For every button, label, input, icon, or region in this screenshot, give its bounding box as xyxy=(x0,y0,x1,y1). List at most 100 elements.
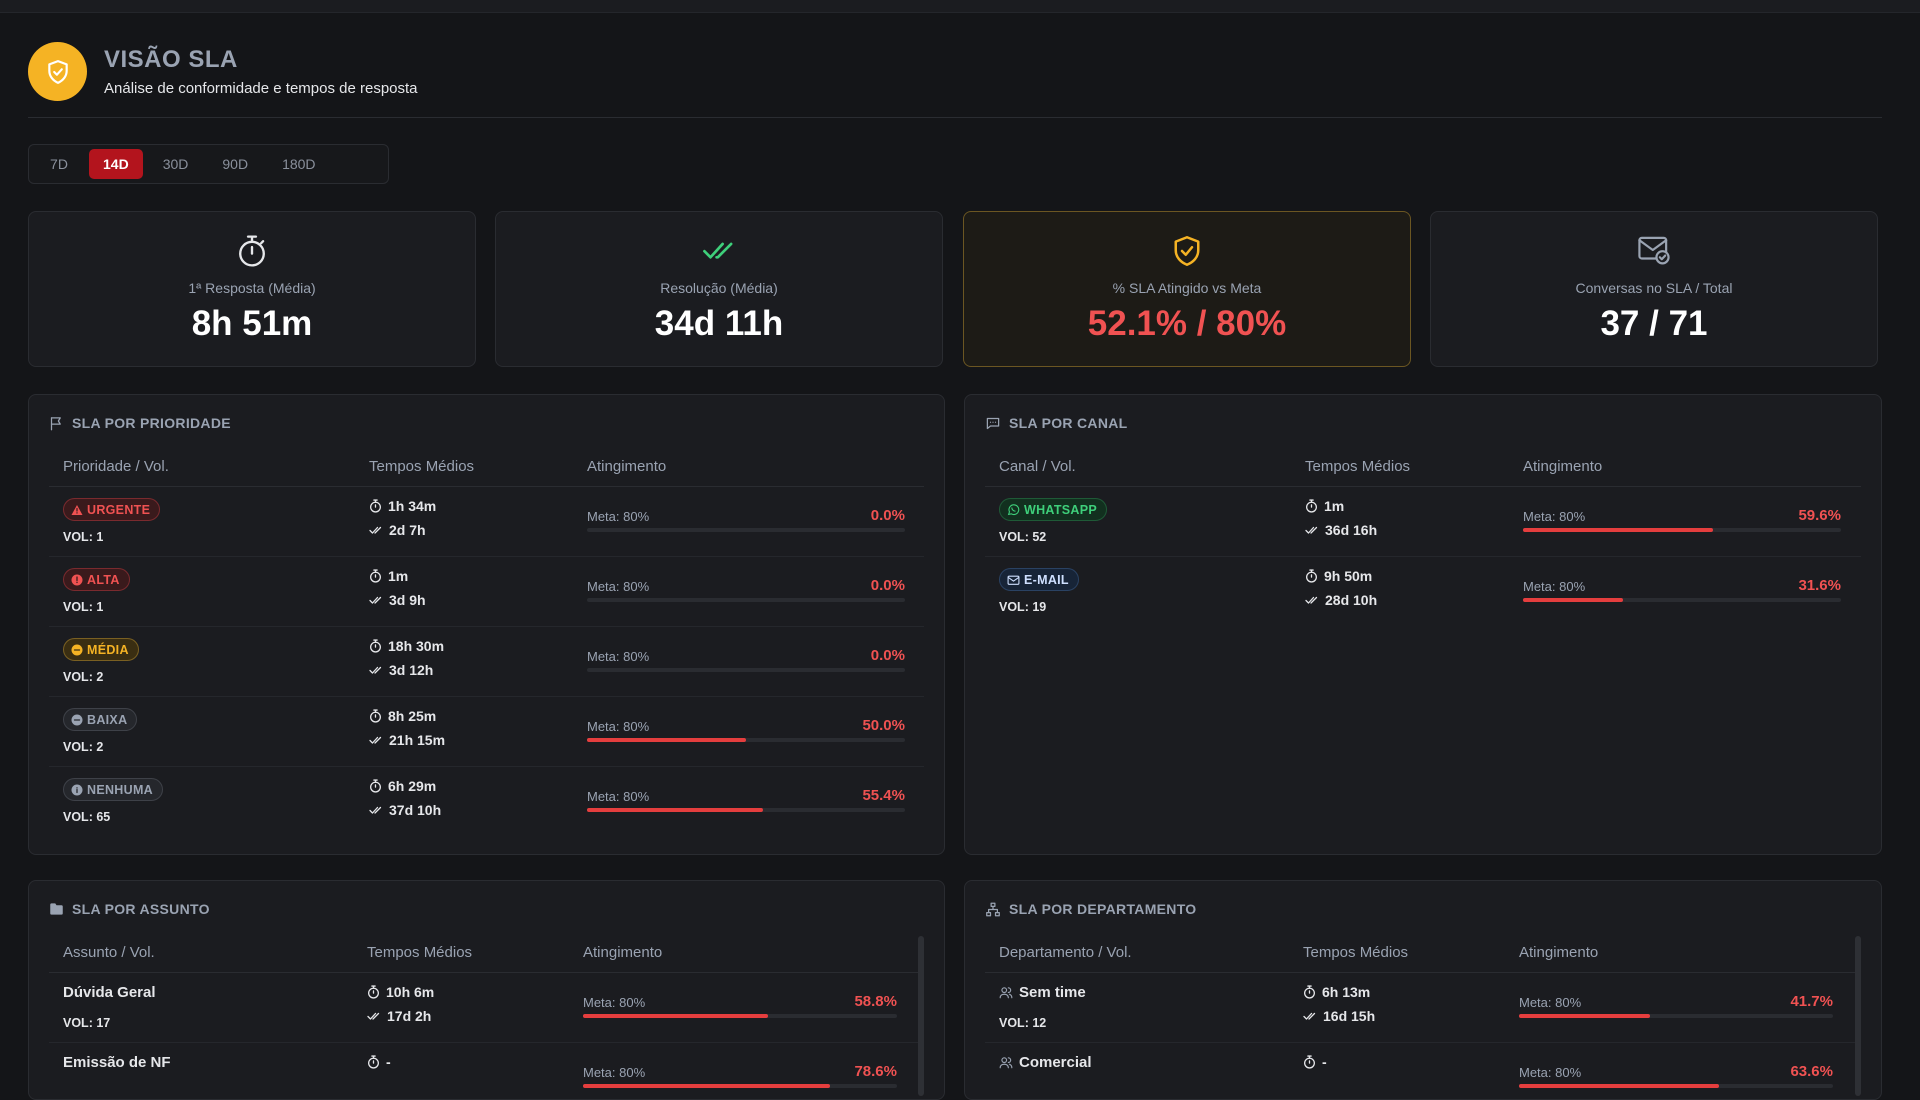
minus-circle-icon xyxy=(71,714,83,726)
sla-percent: 31.6% xyxy=(1798,577,1841,594)
table-row: Dúvida Geral VOL: 17 10h 6m 17d 2h Meta: 80%… xyxy=(49,972,924,1043)
progress-fill xyxy=(587,808,764,812)
table-row: Sem time VOL: 12 6h 13m 16d 15h Meta: 80% 41.… xyxy=(985,972,1861,1043)
resolution-time: 21h 15m xyxy=(369,732,445,748)
table-row: Emissão de NF - Meta: 80% 78.6% xyxy=(49,1042,924,1099)
scrollbar[interactable] xyxy=(1855,936,1861,1096)
volume-label: VOL: 1 xyxy=(63,530,104,544)
period-14d-button[interactable]: 14D xyxy=(89,149,143,179)
progress-bar xyxy=(1519,1014,1833,1018)
meta-label: Meta: 80% xyxy=(587,719,650,734)
table-row: ALTA VOL: 1 1m 3d 9h Meta: 80% 0.0% xyxy=(49,556,924,627)
kpi-label: % SLA Atingido vs Meta xyxy=(1112,280,1262,296)
first-response-time: 1m xyxy=(369,568,408,584)
progress-fill xyxy=(1519,1014,1650,1018)
volume-label: VOL: 52 xyxy=(999,530,1047,544)
sla-percent: 0.0% xyxy=(870,647,905,664)
first-response-time: 6h 29m xyxy=(369,778,436,794)
resolution-time: 28d 10h xyxy=(1305,592,1377,608)
shield-check-icon xyxy=(47,59,68,84)
progress-fill xyxy=(1523,598,1624,602)
resolution-time: 3d 12h xyxy=(369,662,433,678)
double-check-icon xyxy=(1305,526,1318,534)
sla-logo xyxy=(28,42,87,101)
scrollbar[interactable] xyxy=(918,936,924,1096)
panel-title: SLA POR PRIORIDADE xyxy=(49,415,231,431)
period-30d-button[interactable]: 30D xyxy=(162,156,189,172)
stopwatch-icon xyxy=(1304,985,1315,999)
double-check-icon xyxy=(703,242,733,259)
period-180d-button[interactable]: 180D xyxy=(282,156,316,172)
kpi-label: Conversas no SLA / Total xyxy=(1575,280,1733,296)
stopwatch-icon xyxy=(1304,1055,1315,1069)
progress-bar xyxy=(587,528,905,532)
sla-percent: 78.6% xyxy=(854,1063,897,1080)
volume-label: VOL: 1 xyxy=(63,600,104,614)
stopwatch-icon xyxy=(1306,569,1317,583)
table-header: Canal / Vol. Tempos Médios Atingimento xyxy=(985,448,1861,487)
shield-check-icon xyxy=(1174,236,1200,266)
badge-alta: ALTA xyxy=(63,568,130,591)
stopwatch-icon xyxy=(368,1055,379,1069)
period-7d-button[interactable]: 7D xyxy=(50,156,68,172)
progress-bar xyxy=(587,738,905,742)
progress-fill xyxy=(583,1084,830,1088)
table-row: WHATSAPP VOL: 52 1m 36d 16h Meta: 80% 59.6% xyxy=(985,486,1861,557)
stopwatch-icon xyxy=(1306,499,1317,513)
stopwatch-icon xyxy=(370,499,381,513)
progress-fill xyxy=(1523,528,1713,532)
sla-percent: 58.8% xyxy=(854,993,897,1010)
progress-fill xyxy=(583,1014,768,1018)
panel-sla-subject: SLA POR ASSUNTO Assunto / Vol. Tempos Mé… xyxy=(28,880,945,1100)
stopwatch-icon xyxy=(239,235,265,267)
table-row: BAIXA VOL: 2 8h 25m 21h 15m Meta: 80% 50.0% xyxy=(49,696,924,767)
volume-label: VOL: 65 xyxy=(63,810,111,824)
top-bar xyxy=(0,0,1920,13)
first-response-time: 1h 34m xyxy=(369,498,436,514)
meta-label: Meta: 80% xyxy=(1519,1065,1582,1080)
page-subtitle: Análise de conformidade e tempos de resp… xyxy=(104,80,418,97)
badge-e-mail: E-MAIL xyxy=(999,568,1079,591)
kpi-value: 8h 51m xyxy=(191,304,313,343)
double-check-icon xyxy=(367,1012,380,1020)
meta-label: Meta: 80% xyxy=(587,649,650,664)
period-90d-button[interactable]: 90D xyxy=(222,156,249,172)
first-response-time: 9h 50m xyxy=(1305,568,1372,584)
stopwatch-icon xyxy=(370,569,381,583)
table-row: MÉDIA VOL: 2 18h 30m 3d 12h Meta: 80% 0.0% xyxy=(49,626,924,697)
users-icon xyxy=(999,1057,1013,1069)
sla-percent: 63.6% xyxy=(1790,1063,1833,1080)
row-name: Comercial xyxy=(999,1054,1092,1071)
progress-fill xyxy=(1519,1084,1719,1088)
stopwatch-icon xyxy=(370,779,381,793)
progress-bar xyxy=(587,668,905,672)
double-check-icon xyxy=(369,596,382,604)
double-check-icon xyxy=(1305,596,1318,604)
panel-sla-channel: SLA POR CANAL Canal / Vol. Tempos Médios… xyxy=(964,394,1882,855)
first-response-time: 6h 13m xyxy=(1303,984,1370,1000)
panel-sla-priority: SLA POR PRIORIDADE Prioridade / Vol. Tem… xyxy=(28,394,945,855)
table-row: E-MAIL VOL: 19 9h 50m 28d 10h Meta: 80% 31.6% xyxy=(985,556,1861,626)
info-circle-icon xyxy=(71,784,83,796)
row-name: Dúvida Geral xyxy=(63,984,156,1001)
sla-percent: 59.6% xyxy=(1798,507,1841,524)
kpi-value: 34d 11h xyxy=(654,304,784,343)
org-chart-icon xyxy=(986,902,1000,916)
message-square-icon xyxy=(986,417,1000,429)
first-response-time: 10h 6m xyxy=(367,984,434,1000)
resolution-time: 3d 9h xyxy=(369,592,426,608)
panel-title: SLA POR DEPARTAMENTO xyxy=(985,901,1197,917)
first-response-time: 8h 25m xyxy=(369,708,436,724)
progress-bar xyxy=(587,598,905,602)
first-response-time: - xyxy=(367,1054,391,1070)
progress-bar xyxy=(1519,1084,1833,1088)
volume-label: VOL: 17 xyxy=(63,1016,111,1030)
resolution-time: 37d 10h xyxy=(369,802,441,818)
progress-bar xyxy=(587,808,905,812)
alert-circle-icon xyxy=(71,574,83,586)
volume-label: VOL: 12 xyxy=(999,1016,1047,1030)
resolution-time: 2d 7h xyxy=(369,522,426,538)
table-row: URGENTE VOL: 1 1h 34m 2d 7h Meta: 80% 0.0% xyxy=(49,486,924,557)
sla-percent: 0.0% xyxy=(870,507,905,524)
whatsapp-icon xyxy=(1007,503,1020,516)
